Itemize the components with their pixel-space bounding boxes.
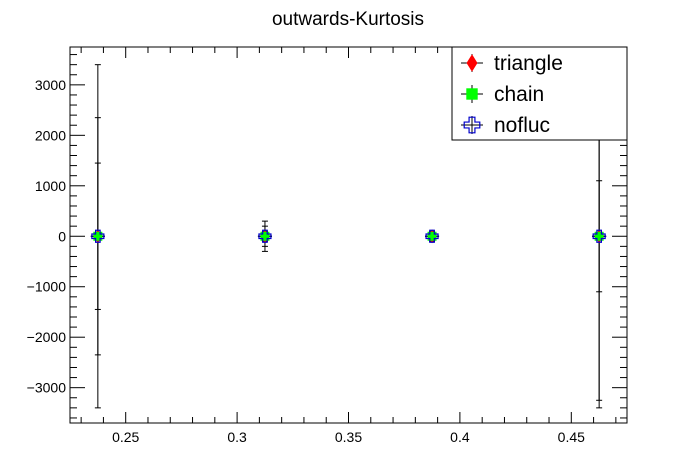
y-tick-label: 2000 — [35, 127, 66, 143]
marker-open-cross — [258, 229, 272, 243]
marker-square — [427, 231, 437, 241]
marker-open-cross — [425, 229, 439, 243]
legend-label: triangle — [494, 52, 563, 75]
legend-entry-nofluc: nofluc — [461, 114, 550, 137]
marker-square — [260, 231, 270, 241]
y-tick-label: −3000 — [27, 380, 67, 396]
chart-title: outwards-Kurtosis — [272, 9, 424, 30]
marker-open-cross — [91, 229, 105, 243]
y-tick-label: 0 — [58, 228, 66, 244]
x-tick-label: 0.25 — [112, 429, 139, 445]
y-tick-label: 3000 — [35, 77, 66, 93]
legend-entry-triangle: triangle — [461, 52, 563, 75]
marker-square — [594, 231, 604, 241]
legend-label: chain — [494, 83, 544, 106]
legend-label: nofluc — [494, 114, 550, 137]
series-triangle — [90, 162, 607, 310]
y-tick-label: −2000 — [27, 329, 67, 345]
markers-chain — [93, 231, 604, 241]
y-tick-label: −1000 — [27, 279, 67, 295]
x-tick-label: 0.3 — [227, 429, 247, 445]
y-tick-label: 1000 — [35, 178, 66, 194]
markers-triangle — [93, 229, 604, 244]
marker-square — [466, 88, 478, 100]
marker-square — [93, 231, 103, 241]
x-tick-label: 0.45 — [558, 429, 585, 445]
data-series — [90, 64, 607, 409]
x-tick-label: 0.35 — [335, 429, 362, 445]
markers-nofluc — [91, 229, 606, 243]
legend: triangle chain nofluc — [451, 46, 628, 141]
marker-open-cross — [592, 229, 606, 243]
marker-open-cross — [463, 116, 481, 134]
axis-ticks: 0.25 0.3 0.35 0.4 0.45 −3000 −2000 −1000 0 1000 20… — [27, 47, 627, 445]
marker-diamond — [466, 54, 478, 72]
x-tick-label: 0.4 — [450, 429, 470, 445]
legend-entry-chain: chain — [461, 83, 544, 106]
